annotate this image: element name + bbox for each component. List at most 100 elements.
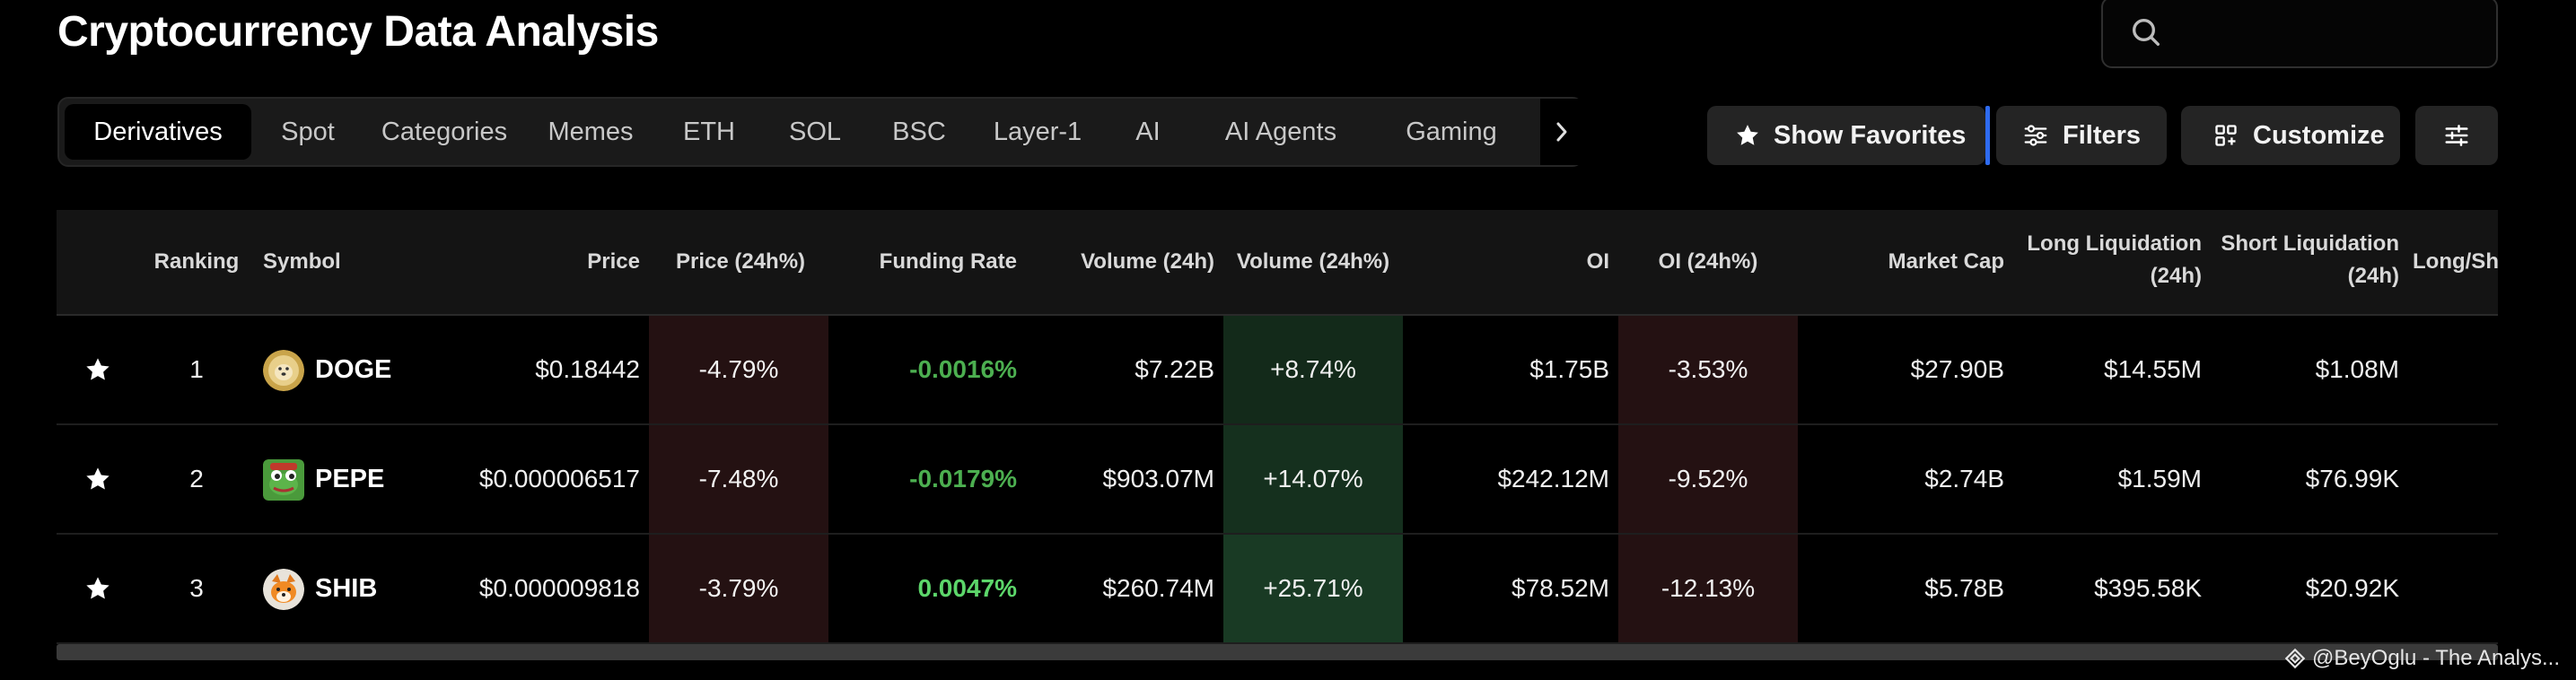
price-change-bg [649, 316, 828, 423]
tab-eth[interactable]: ETH [683, 118, 735, 146]
search-input[interactable] [2173, 7, 2478, 57]
favorite-star-icon[interactable] [83, 465, 112, 493]
star-icon [1737, 125, 1758, 145]
short-liquidation-cell: $76.99K [2305, 465, 2399, 493]
short-liquidation-cell: $20.92K [2305, 574, 2399, 602]
filters-button[interactable]: Filters [1996, 106, 2167, 165]
filters-label: Filters [2063, 120, 2142, 150]
tab-derivatives[interactable]: Derivatives [65, 104, 251, 160]
oi-change-cell: -3.53% [1668, 355, 1748, 383]
volume-change-cell: +8.74% [1270, 355, 1356, 383]
derivatives-table: Ranking Symbol Price Price (24h%) Fundin… [57, 210, 2498, 644]
symbol-cell[interactable]: SHIB [315, 574, 378, 603]
sliders-icon [2024, 125, 2047, 146]
oi-change-bg [1618, 316, 1798, 423]
search-box[interactable] [2101, 0, 2498, 68]
header-long-liquidation[interactable]: Long Liquidation [2027, 231, 2202, 256]
header-long-short[interactable]: Long/Sho [2413, 249, 2498, 274]
header-funding-rate[interactable]: Funding Rate [879, 249, 1017, 274]
watermark: @BeyOglu - The Analys... [2283, 646, 2560, 671]
header-oi[interactable]: OI [1586, 249, 1609, 274]
market-cap-cell: $5.78B [1924, 574, 2004, 602]
shib-coin-icon [263, 569, 304, 610]
header-ranking[interactable]: Ranking [153, 249, 240, 274]
table-row[interactable]: 1 DOGE $0.18442 -4.79% -0.0016% $7.22B +… [57, 316, 2498, 425]
price-cell: $0.18442 [535, 355, 640, 383]
header-long-liquidation-period: (24h) [2150, 264, 2202, 288]
rank-cell: 1 [189, 355, 204, 383]
volume-cell: $7.22B [1135, 355, 1214, 383]
header-market-cap[interactable]: Market Cap [1888, 249, 2004, 274]
funding-rate-cell: 0.0047% [917, 574, 1017, 602]
tabs-scroll-right-button[interactable] [1540, 99, 1583, 165]
table-row[interactable]: 3 SHIB $0.000009818 -3.79% 0.0047% $260.… [57, 535, 2498, 644]
market-cap-cell: $27.90B [1910, 355, 2004, 383]
favorite-star-icon[interactable] [83, 355, 112, 384]
show-favorites-button[interactable]: Show Favorites [1707, 106, 1985, 165]
grid-icon [2215, 125, 2237, 146]
volume-cell: $903.07M [1102, 465, 1214, 493]
short-liquidation-cell: $1.08M [2315, 355, 2399, 383]
header-price-change[interactable]: Price (24h%) [675, 249, 806, 274]
header-price[interactable]: Price [587, 249, 640, 274]
search-icon [2133, 19, 2160, 46]
customize-button[interactable]: Customize [2181, 106, 2400, 165]
price-change-cell: -4.79% [698, 355, 779, 383]
watermark-text: @BeyOglu - The Analys... [2311, 646, 2560, 670]
long-liquidation-cell: $1.59M [2117, 465, 2202, 493]
oi-cell: $1.75B [1529, 355, 1609, 383]
volume-change-bg [1223, 535, 1403, 642]
price-cell: $0.000006517 [478, 465, 640, 493]
header-short-liquidation-period: (24h) [2347, 264, 2399, 288]
header-volume-change[interactable]: Volume (24h%) [1236, 249, 1390, 274]
long-liquidation-cell: $395.58K [2094, 574, 2202, 602]
volume-change-cell: +14.07% [1263, 465, 1363, 493]
header-volume[interactable]: Volume (24h) [1081, 249, 1214, 274]
horizontal-scrollbar[interactable] [57, 644, 2498, 660]
favorites-accent-bar [1985, 106, 1990, 165]
diamond-logo-icon [2284, 648, 2306, 669]
price-change-bg [649, 425, 828, 533]
tab-ai-agents[interactable]: AI Agents [1224, 118, 1337, 146]
oi-change-cell: -12.13% [1660, 574, 1756, 602]
tab-memes[interactable]: Memes [548, 118, 634, 146]
oi-change-bg [1618, 425, 1798, 533]
show-favorites-label: Show Favorites [1774, 120, 1967, 150]
header-oi-change[interactable]: OI (24h%) [1658, 249, 1758, 274]
symbol-cell[interactable]: DOGE [315, 355, 392, 384]
volume-change-cell: +25.71% [1263, 574, 1363, 602]
tab-sol[interactable]: SOL [788, 118, 842, 146]
tab-spot[interactable]: Spot [281, 118, 335, 146]
customize-label: Customize [2253, 120, 2385, 150]
volume-cell: $260.74M [1102, 574, 1214, 602]
category-tabs: Derivatives Spot Categories Memes ETH SO… [57, 97, 1583, 167]
tab-gaming[interactable]: Gaming [1406, 118, 1497, 146]
tab-layer-1[interactable]: Layer-1 [993, 118, 1082, 146]
oi-cell: $78.52M [1511, 574, 1609, 602]
tab-bsc[interactable]: BSC [892, 118, 946, 146]
rank-cell: 2 [189, 465, 204, 493]
oi-cell: $242.12M [1497, 465, 1609, 493]
price-change-cell: -7.48% [698, 465, 779, 493]
favorite-star-icon[interactable] [83, 574, 112, 603]
price-change-cell: -3.79% [698, 574, 779, 602]
symbol-cell[interactable]: PEPE [315, 465, 385, 493]
oi-change-cell: -9.52% [1668, 465, 1748, 493]
header-symbol[interactable]: Symbol [263, 249, 341, 274]
pepe-coin-icon [263, 459, 304, 501]
oi-change-bg [1618, 535, 1798, 642]
funding-rate-cell: -0.0016% [909, 355, 1017, 383]
table-header: Ranking Symbol Price Price (24h%) Fundin… [57, 210, 2498, 316]
tab-ai[interactable]: AI [1135, 118, 1161, 146]
header-short-liquidation[interactable]: Short Liquidation [2221, 231, 2399, 256]
rank-cell: 3 [189, 574, 204, 602]
table-row[interactable]: 2 PEPE $0.000006517 -7.48% -0.0179% $903… [57, 425, 2498, 535]
price-cell: $0.000009818 [478, 574, 640, 602]
column-settings-button[interactable] [2415, 106, 2498, 165]
volume-change-bg [1223, 425, 1403, 533]
settings-sliders-icon [2445, 125, 2468, 146]
tab-categories[interactable]: Categories [381, 118, 508, 146]
chevron-right-icon [1556, 122, 1567, 142]
doge-coin-icon [263, 350, 304, 391]
volume-change-bg [1223, 316, 1403, 423]
